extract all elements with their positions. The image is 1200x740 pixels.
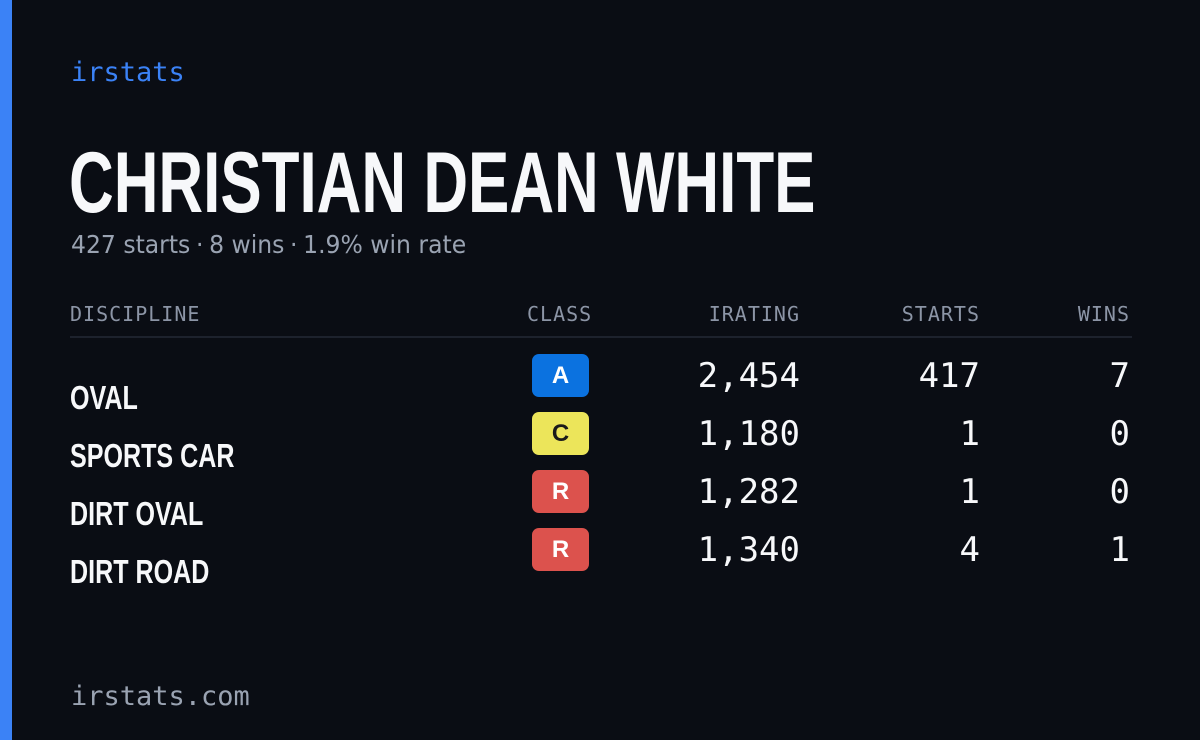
irating-value: 1,340 (697, 530, 800, 570)
irating-value: 1,282 (697, 472, 800, 512)
table-header: DISCIPLINE CLASS IRATING STARTS WINS (70, 298, 1132, 338)
discipline-name: OVAL (70, 379, 138, 416)
discipline-name: SPORTS CAR (70, 437, 235, 474)
footer-url[interactable]: irstats.com (71, 681, 250, 712)
irating-value: 1,180 (697, 414, 800, 454)
summary-separator: · (290, 230, 298, 259)
brand-logo[interactable]: irstats (71, 57, 185, 88)
table-row[interactable]: OVAL A 2,454 417 7 (70, 354, 1132, 416)
table-body: OVAL A 2,454 417 7 SPORTS CAR C 1,180 1 0 DIRT OVA… (70, 338, 1132, 590)
starts-value: 417 (918, 356, 980, 396)
class-badge: R (532, 470, 589, 513)
header-starts: STARTS (901, 302, 980, 326)
starts-value: 4 (959, 530, 980, 570)
table-row[interactable]: SPORTS CAR C 1,180 1 0 (70, 412, 1132, 474)
class-badge: C (532, 412, 589, 455)
starts-summary: 427 starts (71, 230, 191, 259)
wins-value: 0 (1109, 472, 1130, 512)
starts-value: 1 (959, 472, 980, 512)
stats-table: DISCIPLINE CLASS IRATING STARTS WINS OVA… (70, 298, 1132, 590)
class-badge: A (532, 354, 589, 397)
table-row[interactable]: DIRT OVAL R 1,282 1 0 (70, 470, 1132, 532)
wins-value: 7 (1109, 356, 1130, 396)
wins-value: 0 (1109, 414, 1130, 454)
header-discipline: DISCIPLINE (70, 302, 201, 326)
table-row[interactable]: DIRT ROAD R 1,340 4 1 (70, 528, 1132, 590)
driver-name: CHRISTIAN DEAN WHITE (69, 135, 816, 231)
accent-bar (0, 0, 12, 740)
header-class: CLASS (527, 302, 593, 326)
wins-value: 1 (1109, 530, 1130, 570)
driver-summary: 427 starts · 8 wins · 1.9% win rate (71, 228, 466, 262)
irating-value: 2,454 (697, 356, 800, 396)
starts-value: 1 (959, 414, 980, 454)
summary-separator: · (195, 230, 204, 259)
wins-summary: 8 wins (209, 230, 285, 259)
win-rate-summary: 1.9% win rate (303, 230, 467, 259)
header-irating: IRATING (708, 302, 800, 326)
header-wins: WINS (1077, 302, 1130, 326)
discipline-name: DIRT ROAD (70, 553, 210, 590)
class-badge: R (532, 528, 589, 571)
discipline-name: DIRT OVAL (70, 495, 204, 532)
